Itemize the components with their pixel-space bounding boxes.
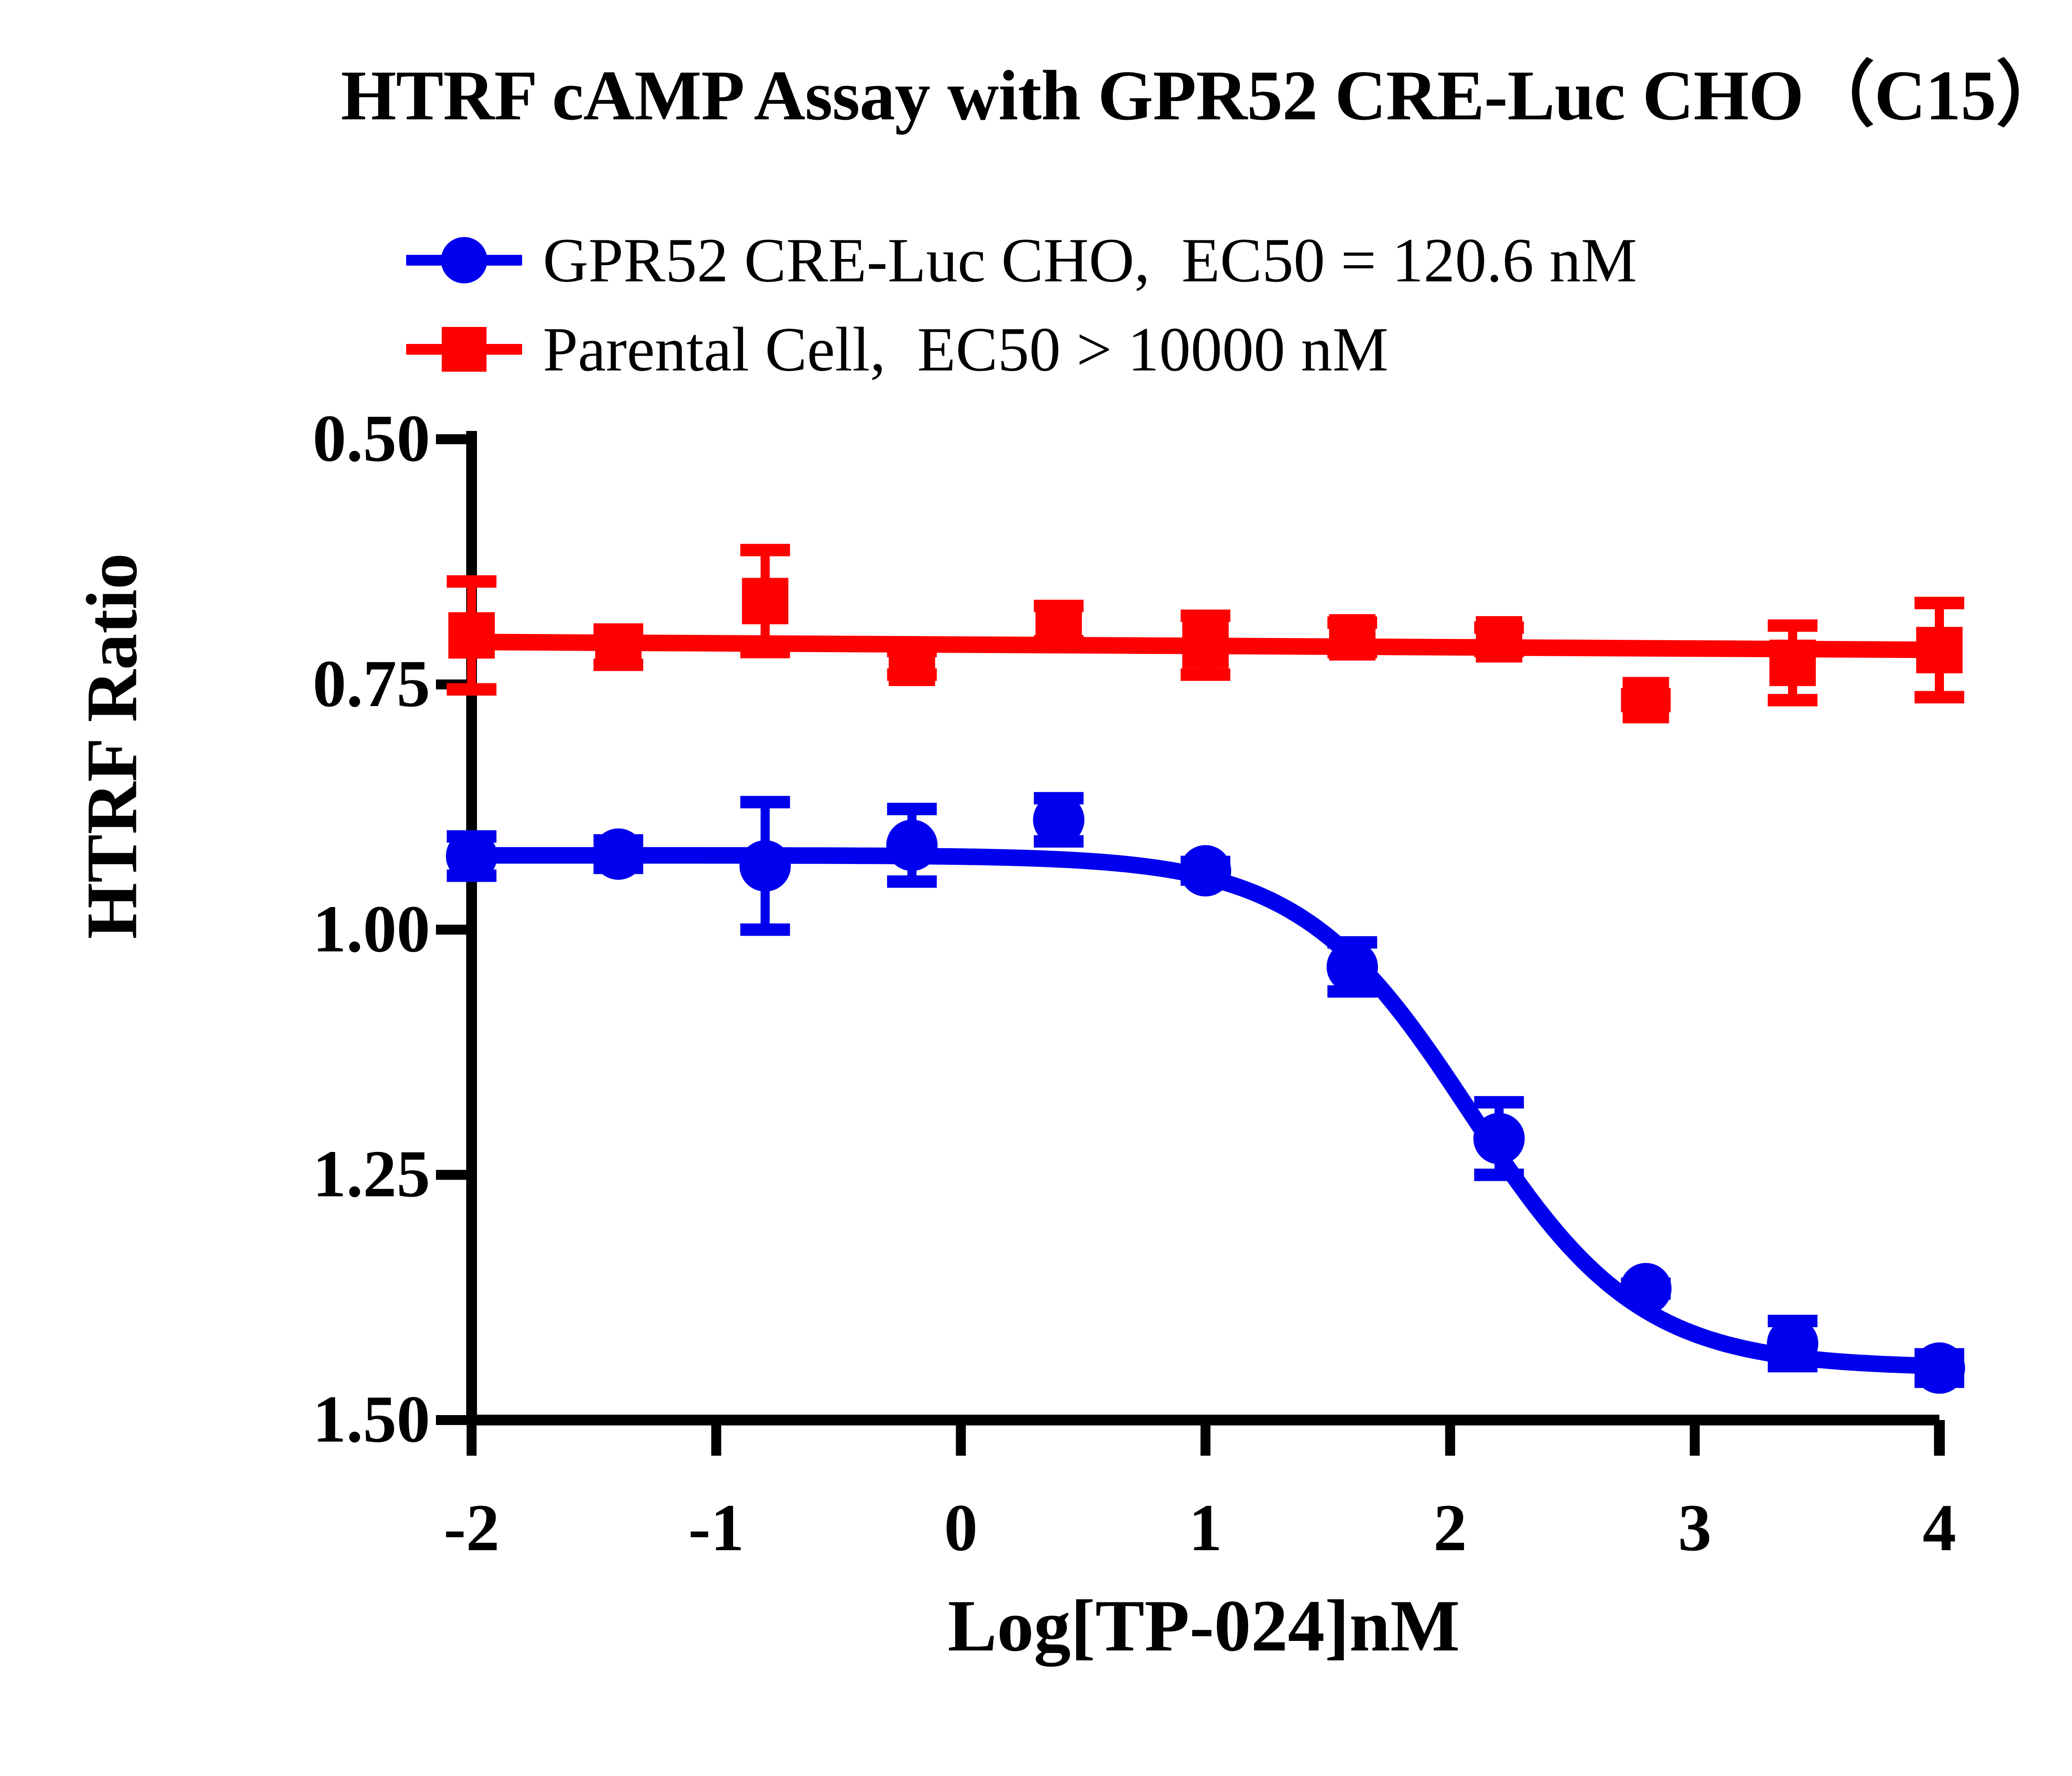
series-line bbox=[463, 847, 1948, 1374]
legend-marker-circle-icon bbox=[406, 237, 522, 283]
x-axis-label: Log[TP-024]nM bbox=[947, 1585, 1460, 1667]
y-tick-label: 1.25 bbox=[312, 1137, 431, 1212]
data-point-marker bbox=[1473, 1113, 1525, 1164]
legend-entry-blue: GPR52 CRE-Luc CHO, EC50 = 120.6 nM bbox=[406, 215, 2072, 305]
data-point-marker bbox=[1620, 1263, 1672, 1314]
legend-entry-red: Parental Cell, EC50 > 10000 nM bbox=[406, 305, 2072, 394]
x-tick-label: -1 bbox=[688, 1491, 744, 1565]
chart-legend: GPR52 CRE-Luc CHO, EC50 = 120.6 nM Paren… bbox=[406, 215, 2072, 394]
data-point-marker bbox=[1180, 845, 1231, 897]
data-point-marker bbox=[595, 624, 642, 670]
data-point-marker bbox=[1769, 639, 1816, 686]
data-point-marker bbox=[1035, 600, 1082, 647]
data-point-marker bbox=[886, 819, 938, 871]
y-tick-label: 1.00 bbox=[312, 892, 431, 966]
x-tick-label: 3 bbox=[1678, 1491, 1712, 1565]
data-point-marker bbox=[739, 840, 791, 892]
chart-title: HTRF cAMP Assay with GPR52 CRE-Luc CHO（C… bbox=[341, 56, 2067, 135]
series-blue-gpr52 bbox=[446, 792, 1965, 1394]
series-red-parental bbox=[447, 544, 1964, 723]
data-point-marker bbox=[742, 578, 789, 624]
data-point-marker bbox=[1914, 1342, 1965, 1394]
y-tick-label: 0.50 bbox=[312, 402, 431, 476]
legend-marker-square-icon bbox=[406, 327, 522, 372]
x-tick-label: -2 bbox=[443, 1491, 500, 1565]
data-point-marker bbox=[446, 830, 497, 882]
legend-label-blue: GPR52 CRE-Luc CHO, EC50 = 120.6 nM bbox=[543, 225, 1637, 295]
data-point-marker bbox=[888, 639, 935, 686]
data-point-marker bbox=[1033, 794, 1084, 846]
x-tick-label: 1 bbox=[1188, 1491, 1222, 1565]
legend-label-red: Parental Cell, EC50 > 10000 nM bbox=[543, 314, 1389, 384]
data-point-marker bbox=[1622, 677, 1669, 723]
data-point-marker bbox=[1916, 627, 1963, 673]
x-tick-label: 2 bbox=[1433, 1491, 1467, 1565]
data-point-marker bbox=[1182, 622, 1229, 669]
y-tick-label: 0.75 bbox=[312, 646, 431, 721]
data-point-marker bbox=[1329, 614, 1376, 661]
data-point-marker bbox=[593, 828, 644, 880]
x-tick-label: 0 bbox=[944, 1491, 978, 1565]
data-point-marker bbox=[448, 612, 495, 659]
y-tick-label: 1.50 bbox=[312, 1382, 431, 1457]
data-point-marker bbox=[1326, 941, 1378, 993]
data-point-marker bbox=[1476, 616, 1523, 663]
data-point-marker bbox=[1767, 1318, 1818, 1370]
x-tick-label: 4 bbox=[1922, 1491, 1956, 1565]
